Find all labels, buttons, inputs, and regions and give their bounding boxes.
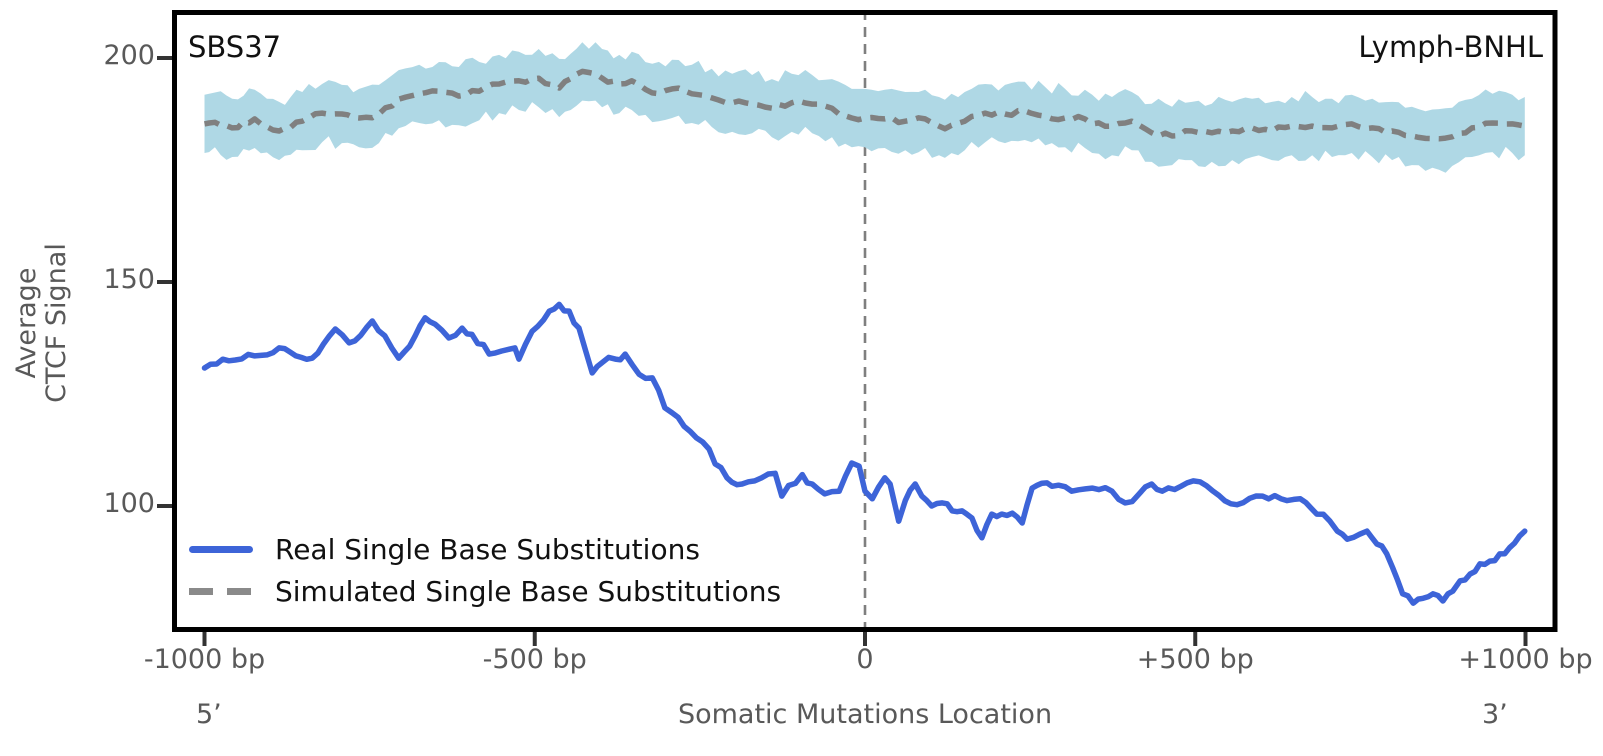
legend-item-simulated: Simulated Single Base Substitutions	[189, 570, 781, 612]
plot-frame	[172, 10, 1558, 632]
y-tick-label: 100	[103, 488, 155, 519]
y-axis-label-line1: Average	[11, 267, 42, 379]
legend-label-simulated: Simulated Single Base Substitutions	[275, 574, 782, 608]
three-prime-label: 3’	[1482, 699, 1508, 730]
legend-item-real: Real Single Base Substitutions	[189, 528, 781, 570]
y-axis-label-line2: CTCF Signal	[41, 243, 72, 403]
y-tick-label: 150	[103, 264, 155, 295]
simulated-substitutions-line	[203, 68, 1526, 142]
x-tick-label: -1000 bp	[143, 644, 266, 675]
signature-label: SBS37	[188, 30, 282, 64]
simulated-confidence-band	[204, 42, 1525, 173]
five-prime-label: 5’	[196, 699, 222, 730]
real-line-swatch	[189, 545, 253, 553]
y-tick-label: 200	[103, 40, 155, 71]
x-tick-label: +1000 bp	[1458, 644, 1593, 675]
cohort-label: Lymph-BNHL	[1358, 30, 1543, 64]
x-tick-label: +500 bp	[1136, 644, 1254, 675]
simulated-line-swatch	[189, 587, 253, 595]
x-axis-label: Somatic Mutations Location	[677, 699, 1053, 730]
x-tick-label: 0	[856, 644, 874, 675]
x-tick-label: -500 bp	[482, 644, 587, 675]
legend-label-real: Real Single Base Substitutions	[275, 532, 700, 566]
legend: Real Single Base Substitutions Simulated…	[189, 528, 781, 612]
real-substitutions-line	[201, 301, 1528, 606]
